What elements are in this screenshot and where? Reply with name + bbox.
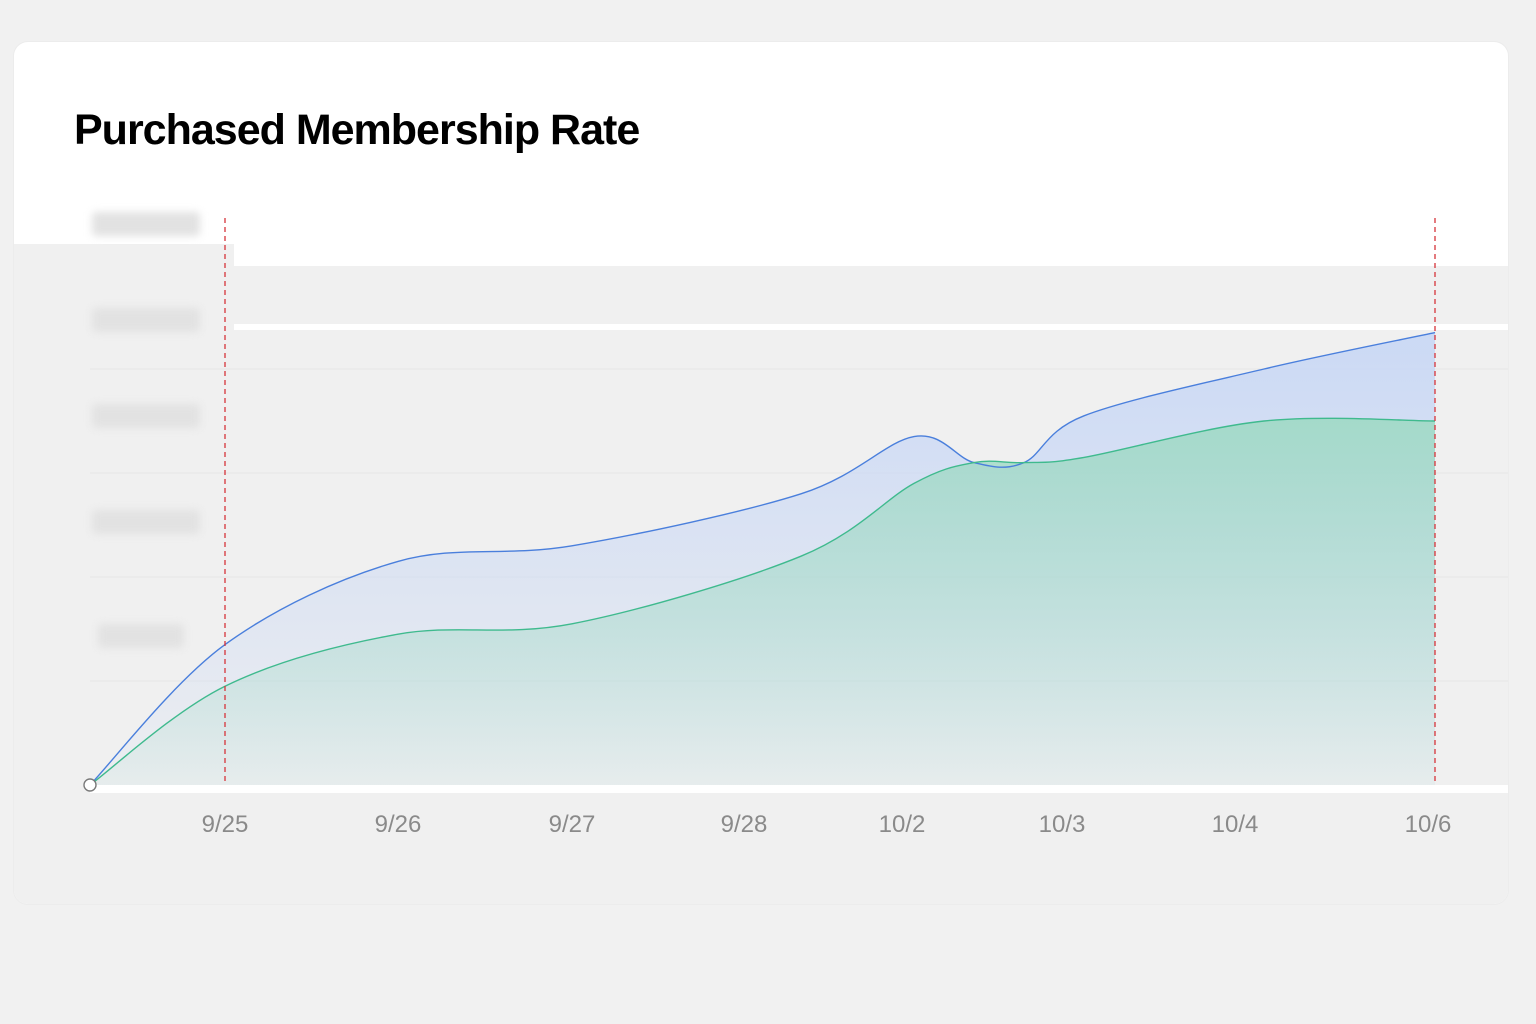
origin-marker <box>83 778 97 792</box>
x-tick-label: 10/6 <box>1405 811 1452 838</box>
series-area-2 <box>90 418 1435 785</box>
x-tick-label: 10/4 <box>1212 811 1259 838</box>
y-tick-label-obscured <box>92 212 200 236</box>
area-chart: 9/25 9/26 9/27 9/28 10/2 10/3 10/4 10/6 <box>83 218 1508 838</box>
chart-card: Purchased Membership Rate 9/25 9/26 9/27 9/… <box>14 42 1508 904</box>
series-line-2 <box>89 417 1436 786</box>
x-tick-label: 9/27 <box>549 811 596 838</box>
x-tick-label: 9/25 <box>202 811 249 838</box>
x-tick-label: 10/2 <box>879 811 926 838</box>
x-tick-label: 10/3 <box>1039 811 1086 838</box>
x-axis-baseline <box>90 785 1508 793</box>
y-tick-label-obscured <box>92 404 200 428</box>
series-line-1 <box>89 331 1436 786</box>
plot-top-band <box>234 220 1508 266</box>
x-tick-label: 9/28 <box>721 811 768 838</box>
chart-title: Purchased Membership Rate <box>74 106 640 154</box>
gridline-band <box>234 324 1508 330</box>
y-tick-label-obscured <box>92 308 200 332</box>
y-tick-label-obscured <box>98 624 184 648</box>
x-tick-label: 9/26 <box>375 811 422 838</box>
y-tick-label-obscured <box>92 510 200 534</box>
